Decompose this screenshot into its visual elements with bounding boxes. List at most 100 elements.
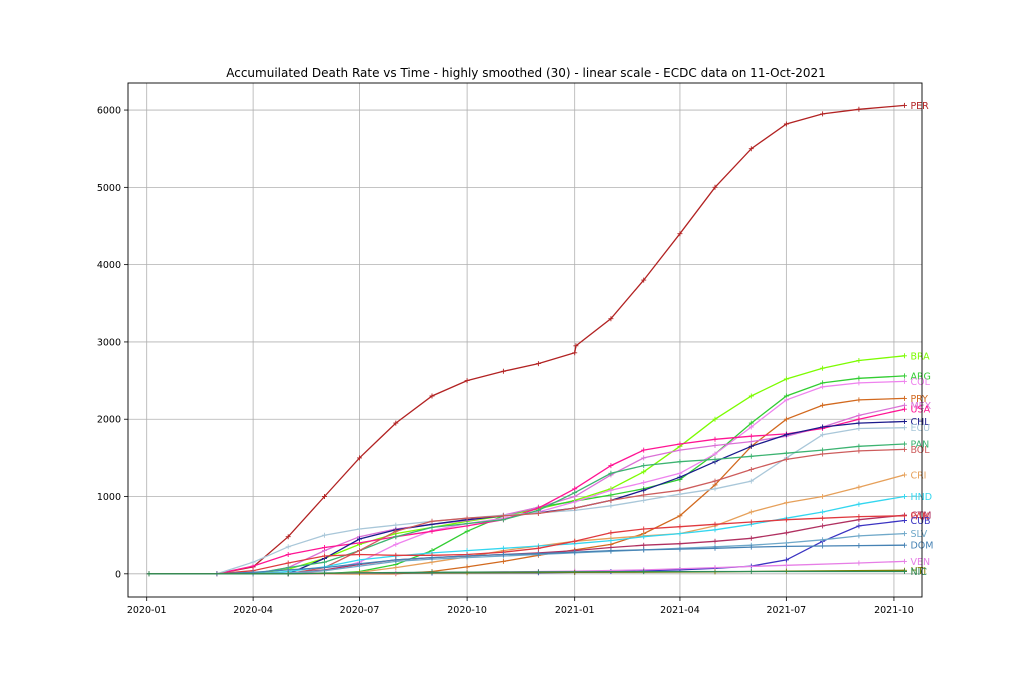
y-tick-label: 0 xyxy=(115,569,121,580)
data-point xyxy=(902,353,907,359)
data-point xyxy=(608,492,614,498)
data-point xyxy=(748,443,754,449)
y-tick-label: 6000 xyxy=(97,106,121,117)
data-point xyxy=(856,106,862,112)
data-point xyxy=(677,441,683,447)
data-point xyxy=(902,542,907,548)
series-line-per xyxy=(149,104,905,575)
data-point xyxy=(820,402,826,408)
data-point xyxy=(820,523,826,529)
data-point xyxy=(572,549,578,555)
data-point xyxy=(712,521,718,527)
data-point xyxy=(429,518,435,524)
data-point xyxy=(712,527,718,533)
data-point xyxy=(357,455,362,461)
data-point xyxy=(856,523,862,529)
data-point xyxy=(357,552,362,557)
data-point xyxy=(393,420,399,426)
data-point xyxy=(856,358,862,363)
data-point xyxy=(285,544,291,550)
data-point xyxy=(677,474,683,480)
data-point xyxy=(856,514,862,520)
data-point xyxy=(641,497,647,503)
data-point xyxy=(783,517,789,523)
data-point xyxy=(429,569,435,575)
data-point xyxy=(856,543,862,549)
data-point xyxy=(641,455,647,461)
y-tick-label: 4000 xyxy=(97,260,121,271)
data-point xyxy=(322,532,327,538)
data-point xyxy=(608,316,614,322)
series-label-mex: MEX xyxy=(910,401,931,412)
data-point xyxy=(783,376,789,382)
data-point xyxy=(712,538,718,544)
series-label-slv: SLV xyxy=(910,529,927,540)
series-per xyxy=(146,102,907,577)
data-point xyxy=(902,102,907,108)
data-point xyxy=(902,494,907,499)
series-label-arg: ARG xyxy=(910,371,930,382)
data-point xyxy=(464,378,470,384)
data-point xyxy=(641,542,647,548)
data-point xyxy=(641,463,647,469)
data-point xyxy=(429,555,435,561)
data-point xyxy=(748,519,754,525)
data-point xyxy=(902,531,907,537)
data-point xyxy=(820,111,826,117)
series-line-nic xyxy=(149,570,905,575)
data-point xyxy=(783,450,789,456)
data-point xyxy=(677,531,683,537)
data-point xyxy=(902,518,907,523)
series-line-chl xyxy=(149,420,905,575)
data-point xyxy=(902,446,907,452)
data-point xyxy=(572,490,578,496)
series-gtm xyxy=(146,512,907,577)
data-point xyxy=(712,478,718,484)
data-point xyxy=(820,384,826,390)
data-point xyxy=(535,511,541,516)
data-point xyxy=(535,569,541,575)
data-point xyxy=(902,419,907,424)
data-point xyxy=(712,416,718,422)
data-point xyxy=(608,530,614,536)
data-point xyxy=(641,480,647,486)
data-point xyxy=(608,503,614,509)
data-point xyxy=(608,487,614,493)
x-tick-label: 2021-10 xyxy=(874,605,914,616)
data-point xyxy=(902,395,907,401)
data-point xyxy=(902,472,907,478)
data-point xyxy=(608,538,614,544)
data-point xyxy=(783,557,789,563)
series-label-ecu: ECU xyxy=(910,423,930,434)
series-label-bol: BOL xyxy=(910,445,930,456)
data-point xyxy=(677,513,683,519)
chart-title: Accumuilated Death Rate vs Time - highly… xyxy=(226,66,826,80)
data-point xyxy=(748,509,754,515)
data-point xyxy=(712,451,718,457)
data-point xyxy=(902,373,907,379)
data-point xyxy=(285,560,291,566)
data-point xyxy=(677,231,683,237)
series-chl xyxy=(146,419,907,577)
series-line-slv xyxy=(149,532,905,575)
series-label-cri: CRI xyxy=(910,470,926,481)
data-point xyxy=(464,528,470,534)
series-usa xyxy=(146,406,907,577)
data-point xyxy=(677,541,683,547)
data-point xyxy=(285,534,291,540)
data-point xyxy=(748,467,754,472)
data-point xyxy=(820,432,826,438)
series-layer xyxy=(146,102,907,577)
data-point xyxy=(783,416,789,422)
data-point xyxy=(712,436,718,442)
data-point xyxy=(500,552,506,557)
data-point xyxy=(748,544,754,550)
data-point xyxy=(641,526,647,532)
data-point xyxy=(783,397,789,403)
data-point xyxy=(820,509,826,515)
x-tick-label: 2021-01 xyxy=(555,605,595,616)
data-point xyxy=(820,543,826,549)
data-point xyxy=(748,146,754,152)
series-mex xyxy=(146,402,907,577)
data-point xyxy=(856,448,862,454)
